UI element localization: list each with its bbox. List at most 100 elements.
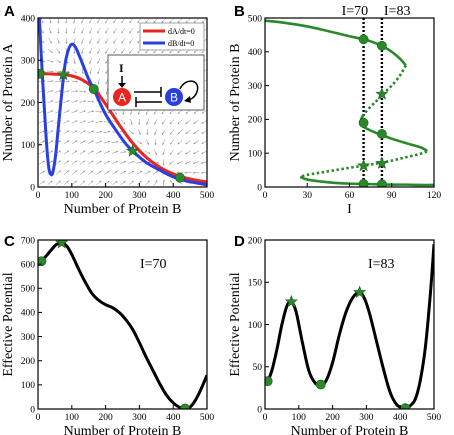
- x-tick-label: 60: [345, 191, 355, 201]
- x-tick-label: 0: [263, 413, 268, 423]
- fixed-point-circle: [315, 379, 326, 390]
- field-arrowhead: [75, 110, 78, 113]
- field-arrowhead: [113, 31, 116, 34]
- field-arrowhead: [169, 51, 172, 54]
- field-arrowhead: [161, 122, 164, 125]
- field-arrowhead: [116, 150, 119, 153]
- x-tick-label: 200: [98, 413, 113, 423]
- field-arrowhead: [51, 110, 54, 113]
- field-arrowhead: [161, 112, 164, 115]
- fixed-point-circle: [265, 376, 273, 387]
- field-arrowhead: [51, 80, 54, 83]
- field-arrowhead: [67, 110, 70, 113]
- legend-box: [139, 22, 205, 51]
- y-axis-label: Number of Protein A: [1, 43, 16, 162]
- x-tick-label: 0: [263, 191, 268, 201]
- field-arrowhead: [89, 72, 92, 75]
- plot-area: [265, 18, 434, 187]
- field-arrowhead: [193, 132, 196, 134]
- field-arrowhead: [81, 31, 84, 34]
- field-arrowhead: [153, 112, 156, 115]
- input-arrowhead: [118, 83, 126, 88]
- field-arrowhead: [169, 122, 172, 125]
- field-arrowhead: [107, 170, 110, 173]
- x-tick-label: 500: [427, 413, 442, 423]
- field-arrowhead: [146, 133, 149, 135]
- field-arrowhead: [74, 170, 77, 173]
- field-arrowhead: [129, 51, 132, 54]
- field-arrowhead: [123, 171, 126, 173]
- field-arrowhead: [51, 70, 54, 73]
- bifurcation-branch: [359, 113, 429, 153]
- field-arrowhead: [162, 179, 165, 182]
- field-arrowhead: [67, 130, 70, 133]
- field-arrowhead: [169, 162, 172, 165]
- field-arrowhead: [115, 170, 118, 173]
- field-arrowhead: [42, 150, 45, 153]
- field-arrowhead: [67, 90, 70, 93]
- field-arrowhead: [123, 180, 126, 183]
- field-arrowhead: [116, 140, 119, 143]
- node-a-label: A: [118, 91, 126, 105]
- field-arrowhead: [81, 72, 84, 75]
- field-arrowhead: [50, 150, 53, 153]
- field-arrowhead: [91, 110, 94, 113]
- field-arrowhead: [129, 31, 132, 34]
- field-arrowhead: [75, 90, 78, 93]
- field-arrowhead: [81, 41, 84, 44]
- field-arrowhead: [91, 160, 94, 163]
- field-arrowhead: [177, 152, 180, 155]
- field-arrowhead: [59, 60, 62, 63]
- field-arrowhead: [83, 170, 86, 173]
- fixed-point-circle: [376, 129, 387, 139]
- field-arrowhead: [201, 111, 204, 114]
- field-arrowhead: [105, 31, 108, 34]
- field-arrowhead: [130, 122, 133, 125]
- field-arrowhead: [41, 31, 44, 34]
- field-arrowhead: [49, 21, 52, 24]
- field-arrowhead: [121, 21, 124, 24]
- field-arrowhead: [89, 31, 92, 34]
- x-tick-label: 300: [132, 413, 147, 423]
- field-arrowhead: [137, 51, 140, 54]
- field-arrowhead: [91, 180, 94, 183]
- field-arrowhead: [107, 160, 110, 163]
- field-arrowhead: [155, 153, 158, 156]
- field-arrowhead: [185, 142, 188, 145]
- field-arrowhead: [162, 142, 165, 145]
- x-tick-label: 120: [427, 191, 442, 201]
- field-arrowhead: [97, 82, 100, 85]
- field-arrowhead: [137, 41, 140, 44]
- field-arrowhead: [97, 72, 100, 74]
- x-tick-label: 400: [393, 413, 408, 423]
- field-arrowhead: [83, 130, 86, 133]
- field-arrowhead: [107, 111, 110, 114]
- x-tick-label: 100: [65, 413, 80, 423]
- x-tick-label: 0: [36, 191, 41, 201]
- field-arrowhead: [162, 163, 165, 166]
- node-b-label: B: [170, 91, 178, 105]
- field-arrowhead: [58, 170, 61, 173]
- y-tick-label: 600: [21, 260, 36, 270]
- axes-frame: [37, 239, 208, 410]
- field-arrowhead: [65, 31, 68, 34]
- x-tick-label: 0: [36, 413, 41, 423]
- field-arrowhead: [66, 160, 69, 163]
- fixed-point-circle: [358, 117, 369, 128]
- fixed-point-circle: [376, 40, 387, 51]
- field-arrowhead: [42, 41, 45, 44]
- field-arrowhead: [129, 41, 132, 44]
- y-tick-label: 200: [21, 357, 36, 367]
- fixed-point-circle: [38, 68, 45, 79]
- x-tick-label: 100: [65, 191, 80, 201]
- field-arrowhead: [176, 171, 179, 174]
- y-tick-label: 0: [257, 183, 262, 193]
- x-tick-label: 100: [292, 413, 307, 423]
- field-arrowhead: [58, 51, 61, 54]
- bifurcation-branch: [362, 64, 407, 116]
- plot-area: [265, 244, 434, 409]
- y-tick-label: 200: [248, 236, 263, 246]
- field-arrowhead: [75, 100, 78, 103]
- fixed-point-star: [375, 156, 389, 169]
- annotation-i70: I=70: [342, 4, 369, 19]
